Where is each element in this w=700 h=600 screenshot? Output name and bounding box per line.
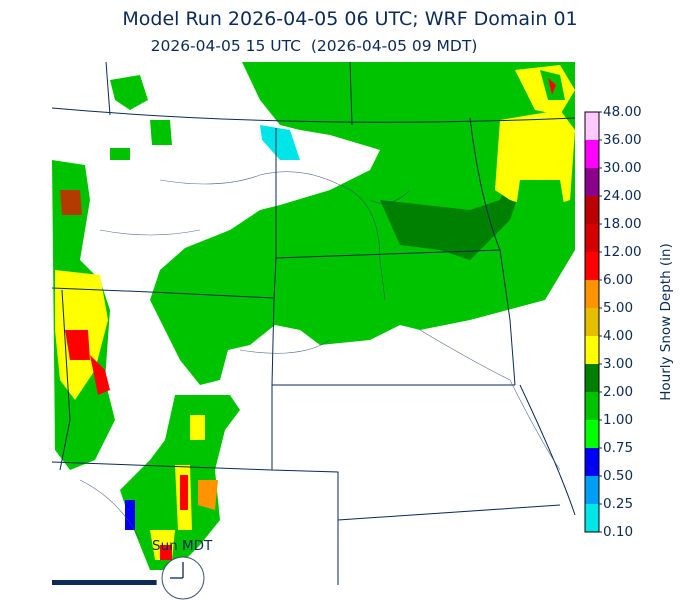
colorbar-tick-label: 6.00 bbox=[603, 272, 634, 288]
colorbar-tick-label: 24.00 bbox=[603, 188, 642, 204]
snow-region bbox=[60, 190, 82, 215]
colorbar-label: Hourly Snow Depth (in) bbox=[658, 243, 674, 401]
colorbar-bin bbox=[585, 476, 599, 504]
colorbar-tick-label: 0.25 bbox=[603, 496, 634, 512]
snow-region-green-ne bbox=[515, 180, 570, 260]
colorbar-bin bbox=[585, 504, 599, 532]
animation-progress-bar[interactable] bbox=[52, 580, 157, 585]
colorbar-bin bbox=[585, 252, 599, 280]
clock-label: Sun MDT bbox=[152, 538, 213, 554]
snow-region bbox=[190, 415, 205, 440]
colorbar-bin bbox=[585, 140, 599, 168]
state-borders bbox=[51, 61, 576, 585]
chart-subtitle: 2026-04-05 15 UTC (2026-04-05 09 MDT) bbox=[150, 37, 478, 55]
snow-region bbox=[198, 480, 218, 510]
snow-region bbox=[150, 120, 172, 145]
colorbar-tick-label: 4.00 bbox=[603, 328, 634, 344]
snow-region bbox=[110, 148, 130, 160]
colorbar-tick-label: 30.00 bbox=[603, 160, 642, 176]
colorbar-bin bbox=[585, 420, 599, 448]
colorbar-bin bbox=[585, 336, 599, 364]
colorbar-frame bbox=[584, 111, 600, 533]
colorbar-tick-label: 3.00 bbox=[603, 356, 634, 372]
clock-icon bbox=[161, 556, 205, 600]
snow-region-darkgreen bbox=[380, 150, 530, 260]
colorbar-bin bbox=[585, 112, 599, 140]
colorbar-bin bbox=[585, 392, 599, 420]
colorbar-bin bbox=[585, 168, 599, 196]
colorbar-tick-label: 18.00 bbox=[603, 216, 642, 232]
snow-region bbox=[180, 475, 188, 510]
colorbar-tick-label: 1.00 bbox=[603, 412, 634, 428]
snow-region-plains bbox=[150, 62, 575, 385]
colorbar-tick-label: 0.75 bbox=[603, 440, 634, 456]
colorbar-bin bbox=[585, 448, 599, 476]
colorbar-tick-label: 2.00 bbox=[603, 384, 634, 400]
chart-title: Model Run 2026-04-05 06 UTC; WRF Domain … bbox=[122, 8, 578, 30]
snow-region bbox=[90, 355, 110, 395]
rivers bbox=[79, 171, 561, 541]
colorbar-tick-label: 36.00 bbox=[603, 132, 642, 148]
colorbar-bin bbox=[585, 196, 599, 224]
colorbar-bin bbox=[585, 364, 599, 392]
colorbar-tick-label: 12.00 bbox=[603, 244, 642, 260]
snow-region bbox=[125, 500, 135, 530]
colorbar-tick-label: 0.10 bbox=[603, 524, 634, 540]
snow-region bbox=[160, 545, 172, 560]
colorbar bbox=[584, 111, 602, 533]
snow-region bbox=[110, 75, 148, 110]
snow-field bbox=[52, 62, 575, 570]
snow-region-cyan bbox=[260, 125, 300, 160]
colorbar-tick-label: 48.00 bbox=[603, 104, 642, 120]
colorbar-tick-label: 5.00 bbox=[603, 300, 634, 316]
snow-region bbox=[548, 78, 556, 95]
snow-region-west-red bbox=[65, 330, 90, 360]
colorbar-bin bbox=[585, 308, 599, 336]
colorbar-bin bbox=[585, 280, 599, 308]
colorbar-tick-label: 0.50 bbox=[603, 468, 634, 484]
colorbar-bin bbox=[585, 224, 599, 252]
